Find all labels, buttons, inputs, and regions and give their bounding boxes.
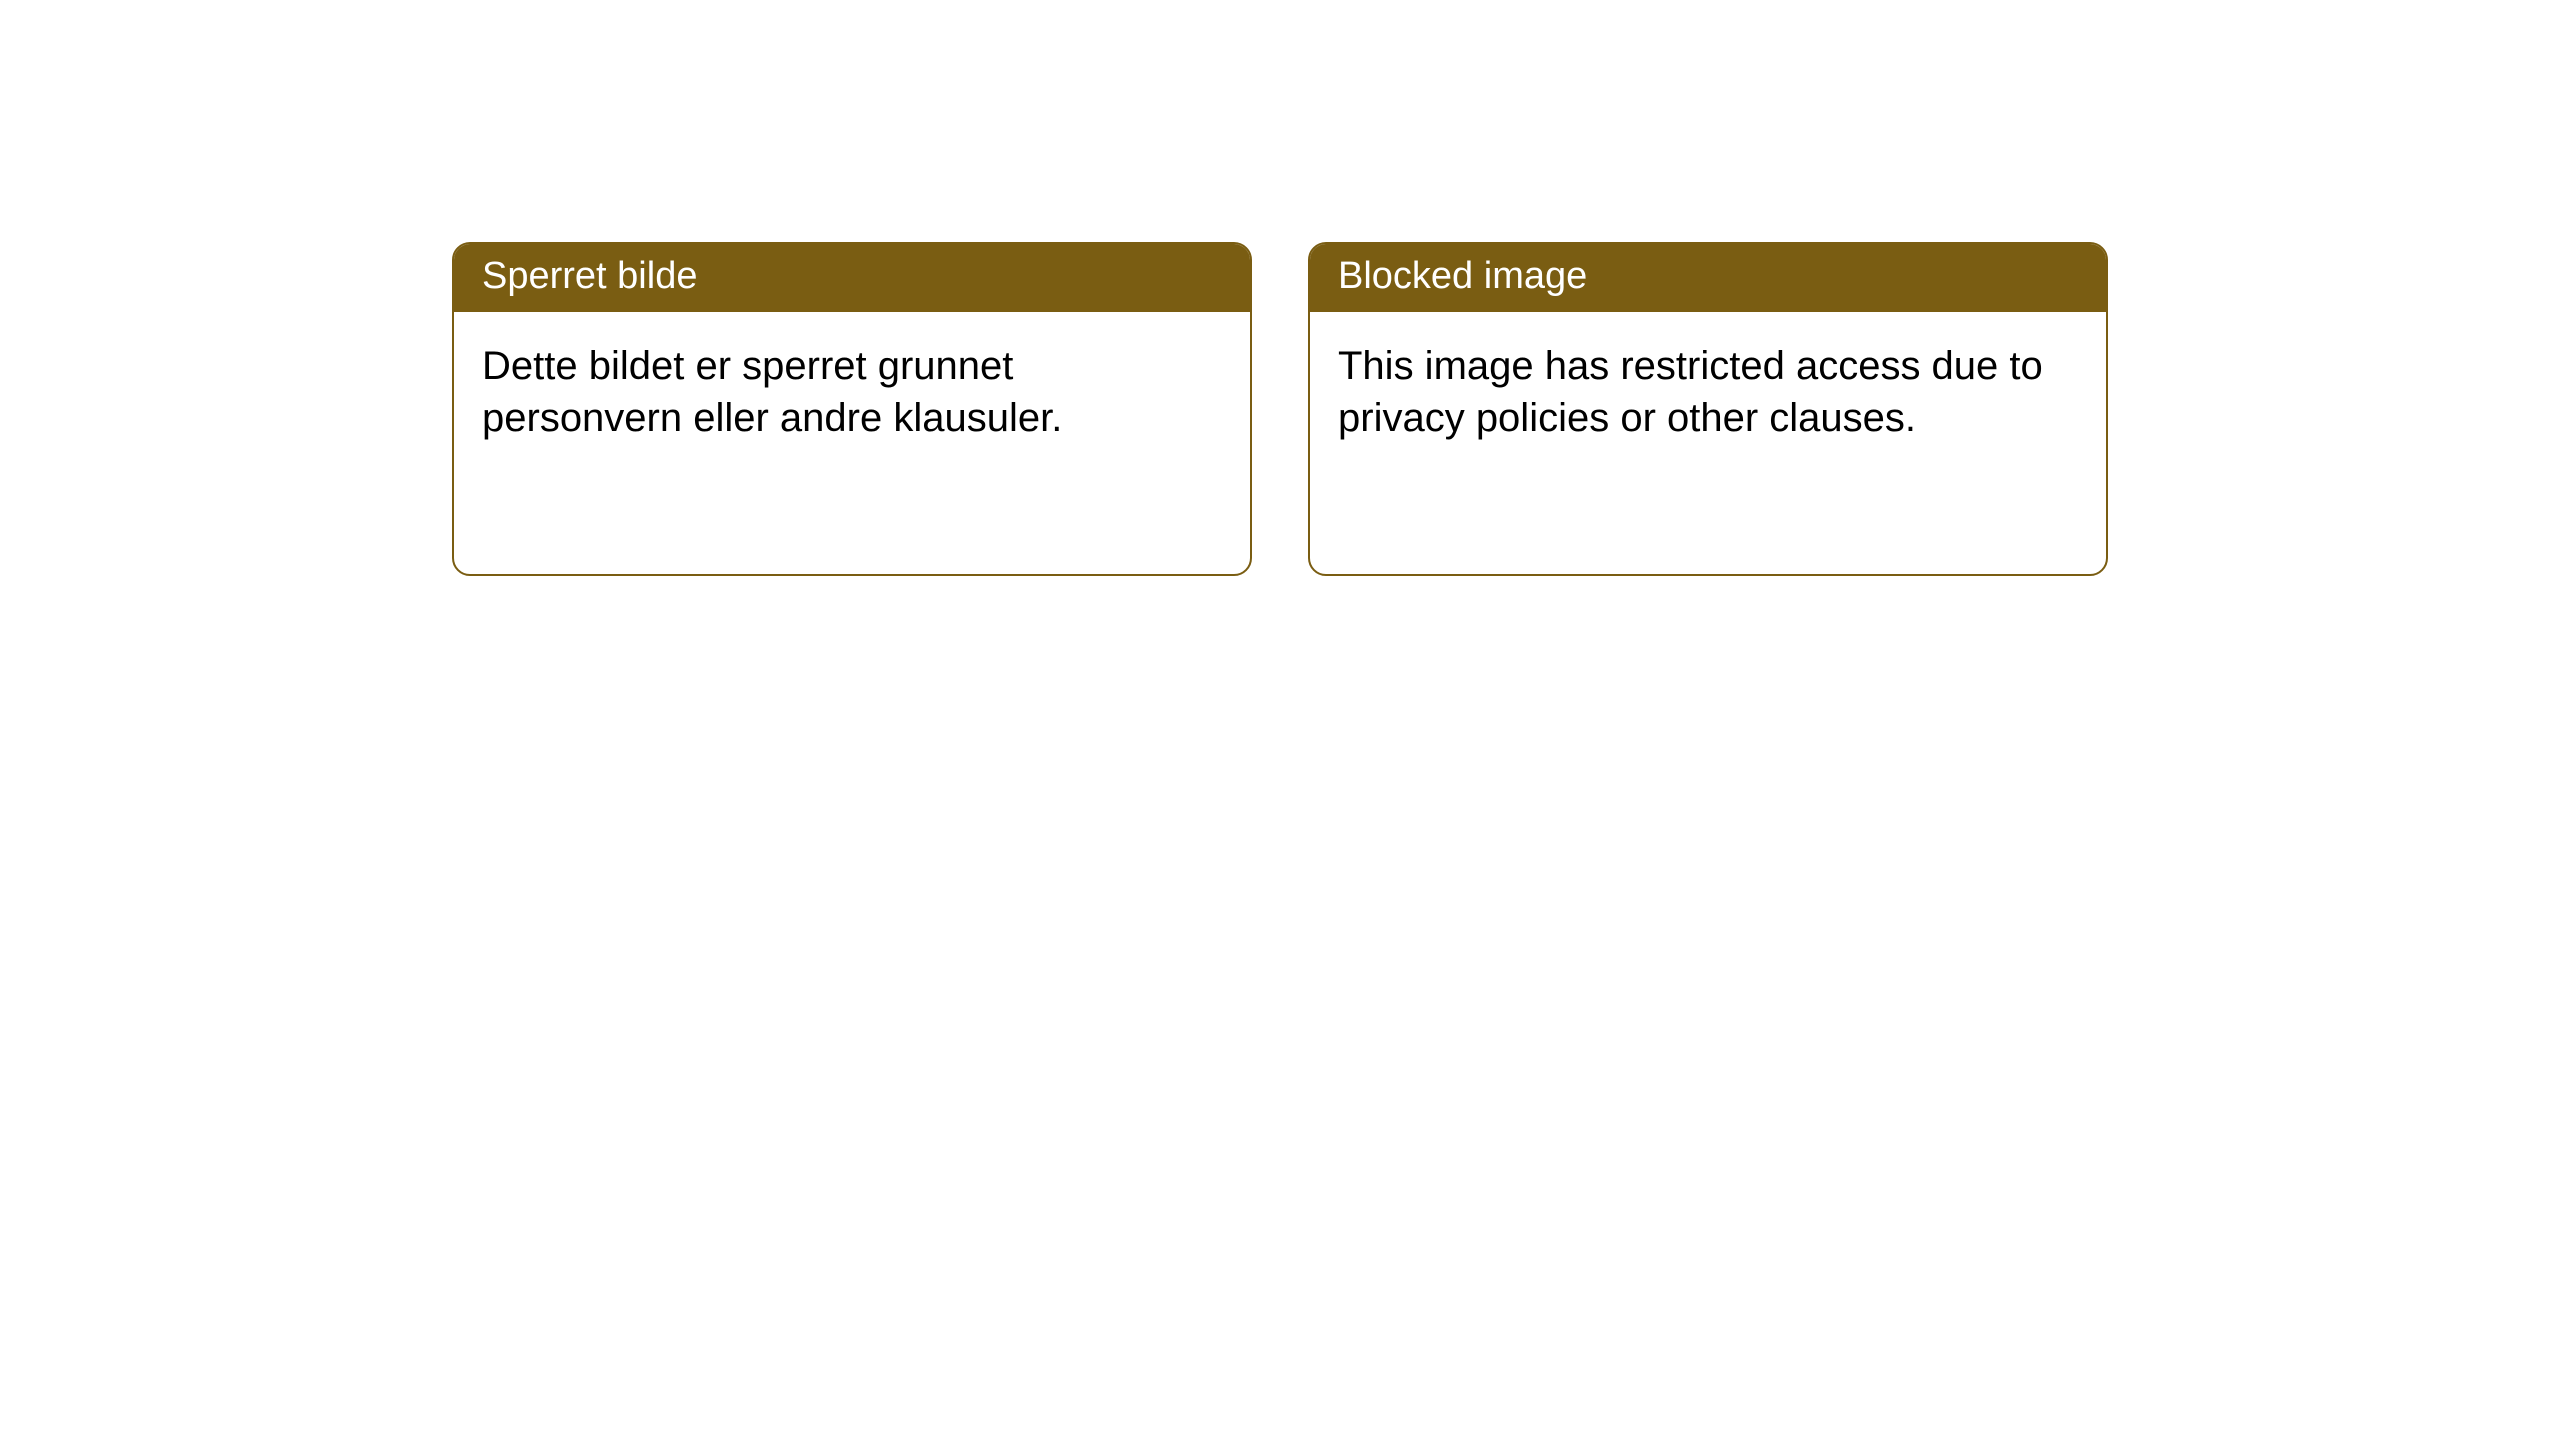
card-body: This image has restricted access due to … <box>1310 312 2106 472</box>
card-header: Blocked image <box>1310 244 2106 312</box>
card-body-text: Dette bildet er sperret grunnet personve… <box>482 344 1062 440</box>
card-body: Dette bildet er sperret grunnet personve… <box>454 312 1250 472</box>
card-header: Sperret bilde <box>454 244 1250 312</box>
card-title: Blocked image <box>1338 255 1587 297</box>
card-body-text: This image has restricted access due to … <box>1338 344 2043 440</box>
notice-card-container: Sperret bilde Dette bildet er sperret gr… <box>452 242 2108 576</box>
card-title: Sperret bilde <box>482 255 697 297</box>
notice-card-norwegian: Sperret bilde Dette bildet er sperret gr… <box>452 242 1252 576</box>
notice-card-english: Blocked image This image has restricted … <box>1308 242 2108 576</box>
